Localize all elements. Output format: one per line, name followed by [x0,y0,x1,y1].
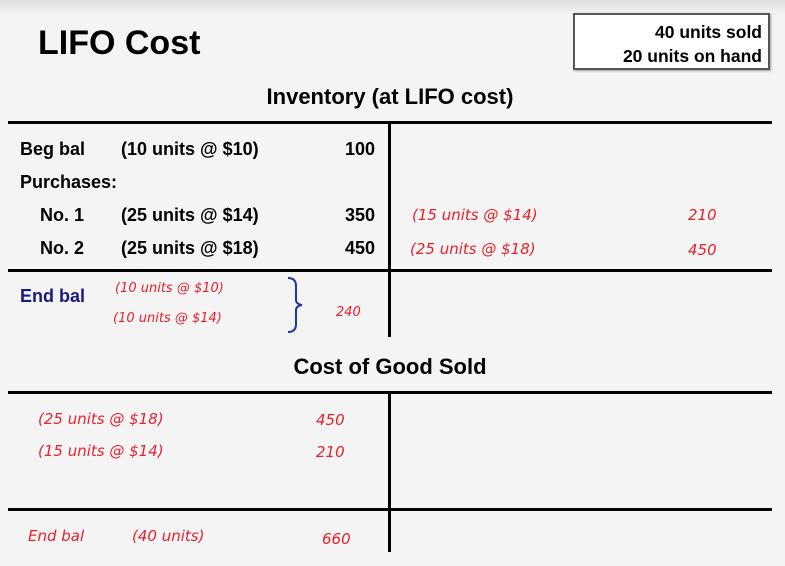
beg-bal-amount: 100 [344,139,375,159]
cogs-row-1-amount: 450 [316,411,345,429]
inventory-balance-rule [8,269,772,272]
end-bal-amount: 240 [336,305,361,320]
units-sold-text: 40 units sold [655,22,762,42]
beg-bal-detail: (10 units @ $10) [121,139,259,159]
summary-box: 40 units sold 20 units on hand [573,13,770,70]
purchases-label: Purchases: [20,172,118,192]
cogs-row-2-detail: (15 units @ $14) [38,442,164,460]
purchase-1-amount: 350 [344,205,375,225]
cogs-end-bal-label: End bal [28,527,85,545]
cogs-end-bal-detail: (40 units) [132,527,205,545]
brace-icon [287,277,303,333]
credit-1-amount: 210 [688,206,717,224]
purchase-2-detail: (25 units @ $18) [121,238,259,258]
cogs-row-2-amount: 210 [316,443,345,461]
credit-2-detail: (25 units @ $18) [410,240,536,258]
cogs-heading: Cost of Good Sold [293,354,487,379]
purchase-2-label: No. 2 [40,238,85,258]
cogs-center-rule [388,391,391,552]
inventory-heading: Inventory (at LIFO cost) [266,84,514,109]
beg-bal-label: Beg bal [20,139,86,159]
purchase-1-label: No. 1 [40,205,85,225]
units-on-hand-text: 20 units on hand [622,46,762,66]
end-bal-label: End bal [20,286,86,306]
end-bal-line-2: (10 units @ $14) [113,311,222,326]
credit-1-detail: (15 units @ $14) [412,206,538,224]
purchase-1-detail: (25 units @ $14) [121,205,259,225]
credit-2-amount: 450 [688,241,717,259]
purchase-2-amount: 450 [344,238,375,258]
end-bal-line-1: (10 units @ $10) [115,281,224,296]
cogs-balance-rule [8,508,772,511]
page-title: LIFO Cost [38,24,201,62]
cogs-row-1-detail: (25 units @ $18) [38,410,164,428]
inventory-center-rule [388,121,391,337]
cogs-end-bal-amount: 660 [322,530,351,548]
